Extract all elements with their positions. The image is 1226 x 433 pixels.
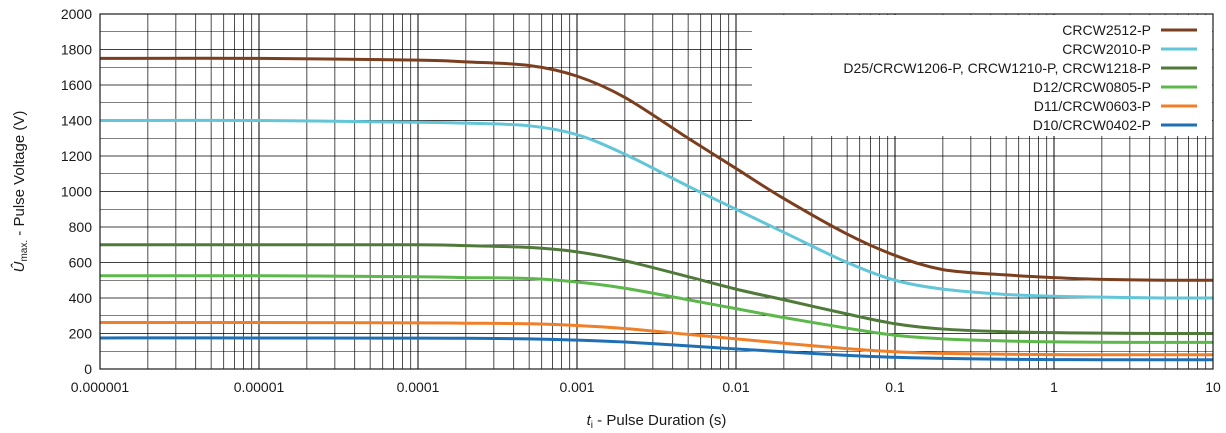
y-axis-title: Ûmax. - Pulse Voltage (V) xyxy=(11,111,30,273)
legend-label-2: D25/CRCW1206-P, CRCW1210-P, CRCW1218-P xyxy=(843,60,1151,76)
x-axis-ticks: 0.000001 0.00001 0.0001 0.001 0.01 0.1 1 10 xyxy=(71,379,1221,395)
x-axis-symbol: t xyxy=(587,412,592,429)
y-tick-label: 400 xyxy=(69,290,93,306)
x-tick-label: 0.001 xyxy=(559,379,594,395)
y-tick-label: 1800 xyxy=(61,42,92,58)
x-axis-label-text: - Pulse Duration (s) xyxy=(593,412,726,429)
series-lines xyxy=(99,56,1214,362)
legend-background xyxy=(752,15,1212,136)
legend-label-4: D11/CRCW0603-P xyxy=(1034,98,1151,114)
y-tick-label: 1200 xyxy=(61,148,92,164)
y-axis-label-text: - Pulse Voltage (V) xyxy=(11,111,28,240)
series-line-2 xyxy=(100,243,1214,336)
x-axis-subscript: i xyxy=(591,420,593,431)
plot-frame xyxy=(99,13,1214,370)
series-line-0 xyxy=(99,56,1214,282)
y-tick-label: 0 xyxy=(84,361,92,377)
y-tick-label: 1000 xyxy=(61,184,92,200)
series-line-3 xyxy=(99,274,1214,344)
y-tick-label: 200 xyxy=(69,326,93,342)
y-axis-symbol: Û xyxy=(11,261,28,272)
x-tick-label: 0.1 xyxy=(885,379,905,395)
series-line-4 xyxy=(99,320,1213,357)
legend: CRCW2512-P CRCW2010-P D25/CRCW1206-P, CRCW… xyxy=(843,22,1197,133)
y-tick-label: 1600 xyxy=(61,77,92,93)
legend-label-5: D10/CRCW0402-P xyxy=(1033,117,1151,133)
y-tick-label: 800 xyxy=(69,219,93,235)
legend-label-1: CRCW2010-P xyxy=(1062,41,1151,57)
y-tick-label: 1400 xyxy=(61,113,92,129)
x-tick-label: 0.000001 xyxy=(71,379,130,395)
legend-label-3: D12/CRCW0805-P xyxy=(1033,79,1151,95)
series-line-1 xyxy=(99,118,1214,300)
y-tick-label: 2000 xyxy=(61,6,92,22)
y-tick-label: 600 xyxy=(69,255,93,271)
x-tick-label: 1 xyxy=(1050,379,1058,395)
x-axis-title: ti - Pulse Duration (s) xyxy=(587,412,727,431)
x-tick-label: 0.01 xyxy=(722,379,749,395)
x-tick-label: 0.0001 xyxy=(397,379,440,395)
series-line-5 xyxy=(99,336,1213,362)
legend-label-0: CRCW2512-P xyxy=(1062,22,1151,38)
y-axis-subscript: max. xyxy=(19,240,30,262)
x-tick-label: 10 xyxy=(1205,379,1221,395)
x-tick-label: 0.00001 xyxy=(234,379,285,395)
y-axis-ticks: 0 200 400 600 800 1000 1200 1400 1600 1800 2000 xyxy=(61,6,92,377)
